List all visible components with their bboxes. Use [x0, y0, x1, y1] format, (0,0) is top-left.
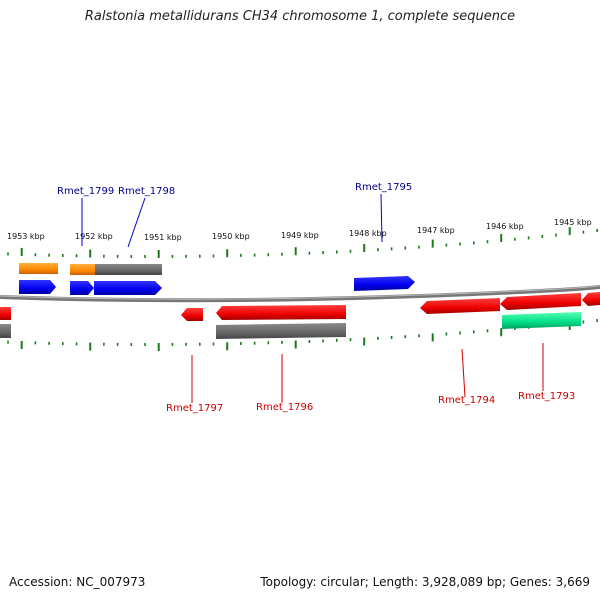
gene-label-rmet-1797[interactable]: Rmet_1797 [166, 403, 223, 414]
gene-arrow-reverse[interactable] [0, 307, 11, 320]
gene-label-rmet-1794[interactable]: Rmet_1794 [438, 395, 495, 406]
green-feature[interactable] [502, 312, 581, 329]
gene-arrow-rmet-1794[interactable] [420, 298, 500, 314]
scale-label-1949: 1949 kbp [281, 231, 319, 240]
scale-label-1952: 1952 kbp [75, 232, 113, 241]
scale-label-1953: 1953 kbp [7, 232, 45, 241]
orange-feature[interactable] [70, 264, 97, 275]
chromosome-backbone [0, 284, 600, 303]
gene-arrow-reverse[interactable] [582, 292, 600, 306]
gene-labels-upper: Rmet_1799 Rmet_1798 Rmet_1795 [57, 182, 412, 197]
scale-labels: 1953 kbp 1952 kbp 1951 kbp 1950 kbp 1949… [7, 218, 592, 242]
gene-label-rmet-1799[interactable]: Rmet_1799 [57, 186, 114, 197]
scale-label-1946: 1946 kbp [486, 222, 524, 231]
accession-text: Accession: NC_007973 [9, 575, 146, 589]
lower-scale-ticks [7, 319, 598, 351]
scale-label-1948: 1948 kbp [349, 229, 387, 238]
gene-label-rmet-1793[interactable]: Rmet_1793 [518, 391, 575, 402]
gene-label-rmet-1795[interactable]: Rmet_1795 [355, 182, 412, 193]
gene-arrow-rmet-1793[interactable] [500, 293, 581, 310]
upper-scale-ticks [7, 227, 598, 258]
gene-label-rmet-1796[interactable]: Rmet_1796 [256, 402, 313, 413]
gene-arrow-rmet-1798[interactable] [94, 281, 162, 295]
map-title: Ralstonia metallidurans CH34 chromosome … [84, 9, 516, 24]
gene-labels-lower: Rmet_1797 Rmet_1796 Rmet_1794 Rmet_1793 [166, 391, 575, 414]
scale-label-1947: 1947 kbp [417, 226, 455, 235]
gene-label-rmet-1798[interactable]: Rmet_1798 [118, 186, 175, 197]
gene-arrow-rmet-1796[interactable] [216, 305, 346, 320]
gray-feature[interactable] [216, 323, 346, 339]
chromosome-backbone-highlight [0, 283, 600, 300]
scale-label-1945: 1945 kbp [554, 218, 592, 227]
gene-arrow-forward[interactable] [19, 280, 56, 294]
gray-feature[interactable] [95, 264, 162, 275]
orange-feature[interactable] [19, 263, 58, 274]
gene-arrow-forward[interactable] [70, 281, 94, 295]
topology-text: Topology: circular; Length: 3,928,089 bp… [260, 575, 590, 589]
gene-arrow-rmet-1797[interactable] [181, 308, 203, 321]
scale-label-1950: 1950 kbp [212, 232, 250, 241]
gray-feature[interactable] [0, 324, 11, 338]
label-leaders [81, 193, 544, 403]
gene-arrow-rmet-1795[interactable] [354, 276, 415, 291]
scale-label-1951: 1951 kbp [144, 233, 182, 242]
